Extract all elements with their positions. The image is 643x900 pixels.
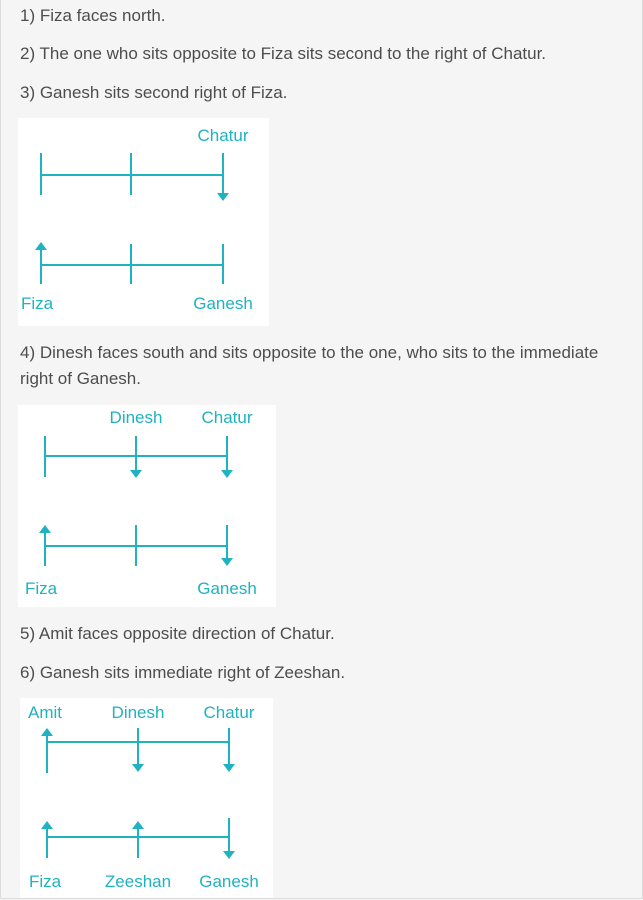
down-arrow-icon: [221, 558, 233, 566]
down-arrow-icon: [223, 764, 235, 772]
step-4: 4) Dinesh faces south and sits opposite …: [20, 343, 599, 388]
step-5: 5) Amit faces opposite direction of Chat…: [20, 624, 335, 643]
diagram-1-lines: [35, 153, 229, 284]
down-arrow-icon: [221, 470, 233, 478]
step-6: 6) Ganesh sits immediate right of Zeesha…: [20, 663, 346, 682]
label-dinesh: Dinesh: [109, 408, 163, 427]
down-arrow-icon: [130, 470, 142, 478]
up-arrow-icon: [41, 728, 53, 736]
label-chatur: Chatur: [197, 126, 249, 145]
label-fiza: Fiza: [25, 579, 58, 598]
label-fiza: Fiza: [21, 294, 54, 313]
step-2: 2) The one who sits opposite to Fiza sit…: [20, 44, 547, 63]
label-zeeshan: Zeeshan: [104, 872, 172, 891]
seating-diagram-3: Amit Dinesh Chatur Fiza Zeeshan Ganesh: [20, 698, 273, 898]
step-1: 1) Fiza faces north.: [20, 6, 166, 25]
down-arrow-icon: [217, 193, 229, 201]
label-ganesh: Ganesh: [193, 294, 253, 313]
step-3: 3) Ganesh sits second right of Fiza.: [20, 83, 288, 102]
diagram-2-lines: [39, 436, 233, 566]
label-ganesh: Ganesh: [199, 872, 259, 891]
seating-diagram-2: Dinesh Chatur Fiza Ganesh: [18, 405, 276, 607]
label-chatur: Chatur: [201, 408, 253, 427]
label-chatur: Chatur: [203, 703, 255, 722]
label-ganesh: Ganesh: [197, 579, 257, 598]
up-arrow-icon: [35, 242, 47, 250]
down-arrow-icon: [223, 851, 235, 859]
label-fiza: Fiza: [29, 872, 62, 891]
up-arrow-icon: [41, 821, 53, 829]
up-arrow-icon: [39, 525, 51, 533]
up-arrow-icon: [132, 821, 144, 829]
diagram-3-lines: [41, 728, 235, 859]
seating-diagram-1: Chatur Fiza Ganesh: [18, 118, 269, 326]
down-arrow-icon: [132, 764, 144, 772]
label-amit: Amit: [28, 703, 62, 722]
label-dinesh: Dinesh: [111, 703, 165, 722]
